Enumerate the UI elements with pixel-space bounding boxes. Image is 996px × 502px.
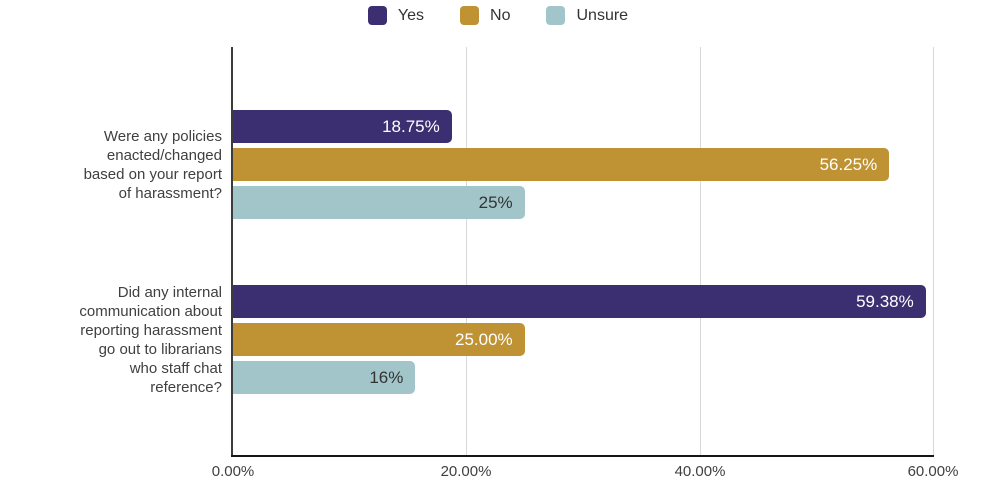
y-axis-line [231,47,233,457]
gridline [700,47,701,455]
bar-value-label: 25% [478,192,513,212]
gridline [933,47,934,455]
x-tick-label: 60.00% [907,463,959,480]
x-tick-label: 20.00% [440,463,492,480]
legend-swatch-unsure [546,6,566,25]
category-label: Were any policies enacted/changed based on… [83,127,222,202]
bar-no: 25.00% [233,323,525,356]
legend-swatch-yes [367,6,387,25]
legend-item-no: No [460,6,510,25]
bar-value-label: 16% [369,367,404,387]
bar-value-label: 56.25% [819,154,878,174]
bar-no: 56.25% [233,148,890,181]
x-tick-label: 0.00% [211,463,255,480]
bar-yes: 18.75% [233,110,452,143]
legend-item-unsure: Unsure [546,6,628,25]
legend-item-yes: Yes [367,6,425,25]
x-tick-label: 40.00% [674,463,726,480]
bar-unsure: 16% [233,361,416,394]
legend-label-no: No [490,6,511,24]
bar-value-label: 18.75% [382,116,440,136]
gridline [466,47,467,455]
legend-label-yes: Yes [397,6,425,24]
bar-value-label: 59.38% [856,291,914,311]
legend-label-unsure: Unsure [576,6,629,24]
bar-yes: 59.38% [233,285,926,318]
chart-legend: Yes No Unsure [0,6,996,25]
bar-value-label: 25.00% [454,329,513,349]
bar-unsure: 25% [233,186,525,219]
category-label: Did any internal communication about repor… [79,283,222,396]
x-axis-line [231,455,934,457]
legend-swatch-no [460,6,480,25]
